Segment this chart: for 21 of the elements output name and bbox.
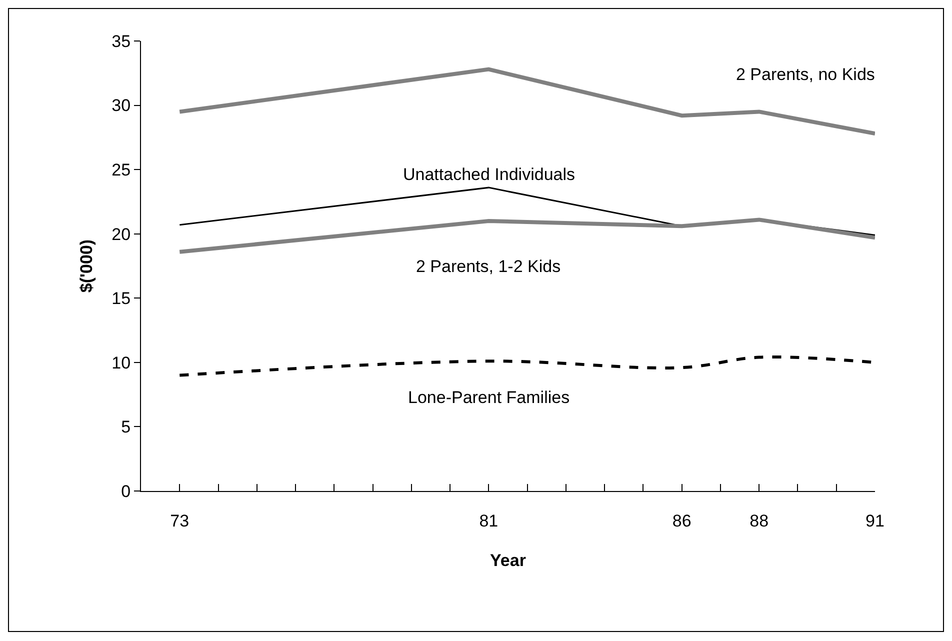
line-series [178,218,875,254]
y-tick-label: 5 [121,418,131,437]
y-axis-title: $('000) [77,239,96,293]
y-tick-label: 35 [112,32,131,51]
x-tick-label: 73 [170,511,190,530]
y-tick-label: 15 [112,289,131,308]
x-tick-label: 88 [750,511,769,530]
series-label: Unattached Individuals [403,165,576,184]
x-tick-label: 91 [866,511,884,530]
y-tick-label: 0 [121,482,131,501]
series-label: 2 Parents, no Kids [736,65,875,84]
line-series [178,67,875,136]
y-tick-label: 10 [112,353,131,372]
y-tick-label: 25 [112,160,131,180]
x-axis-title: Year [490,550,526,570]
series-label: 2 Parents, 1-2 Kids [416,257,561,276]
series-label: Lone-Parent Families [408,388,570,407]
x-tick-label: 81 [479,511,498,530]
x-tick-label: 86 [672,511,692,530]
y-tick-label: 30 [112,96,131,116]
y-tick-label: 20 [112,224,131,244]
